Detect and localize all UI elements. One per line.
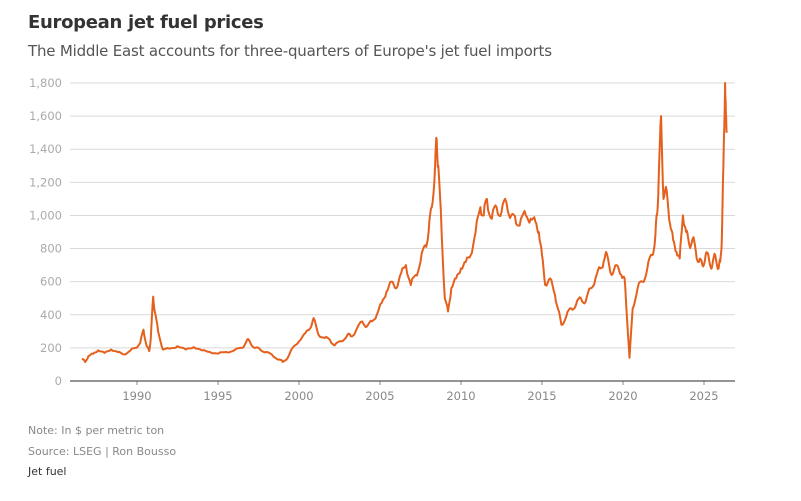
x-tick-label: 1990 — [122, 389, 151, 403]
y-tick-label: 1,600 — [29, 109, 62, 123]
y-tick-label: 200 — [40, 341, 62, 355]
series-line-jet-fuel — [81, 82, 728, 363]
x-tick-label: 2010 — [446, 389, 475, 403]
x-tick-label: 2000 — [284, 389, 313, 403]
y-tick-label: 1,000 — [29, 208, 62, 222]
y-tick-label: 1,400 — [29, 142, 62, 156]
y-tick-label: 600 — [40, 275, 62, 289]
source-note: Source: LSEG | Ron Bousso — [28, 445, 177, 458]
y-tick-label: 400 — [40, 308, 62, 322]
x-tick-label: 2005 — [365, 389, 394, 403]
gridlines — [70, 82, 735, 349]
y-axis-ticks: 0 200 400 600 800 1,000 1,200 1,400 1,600 1,800 — [29, 76, 62, 388]
y-tick-label: 0 — [55, 374, 62, 388]
legend-label: Jet fuel — [28, 465, 67, 478]
y-tick-label: 1,800 — [29, 76, 62, 90]
x-tick-label: 2025 — [689, 389, 718, 403]
x-tick-label: 1995 — [203, 389, 232, 403]
x-tick-label: 2020 — [608, 389, 637, 403]
chart-title: European jet fuel prices — [28, 12, 264, 33]
y-tick-label: 1,200 — [29, 175, 62, 189]
y-tick-label: 800 — [40, 242, 62, 256]
x-tick-label: 2015 — [527, 389, 556, 403]
unit-note: Note: In $ per metric ton — [28, 424, 165, 437]
chart-subtitle: The Middle East accounts for three-quart… — [28, 42, 552, 60]
x-axis-ticks: 1990 1995 2000 2005 2010 2015 2020 2025 — [122, 381, 719, 403]
series-layer — [81, 82, 728, 363]
